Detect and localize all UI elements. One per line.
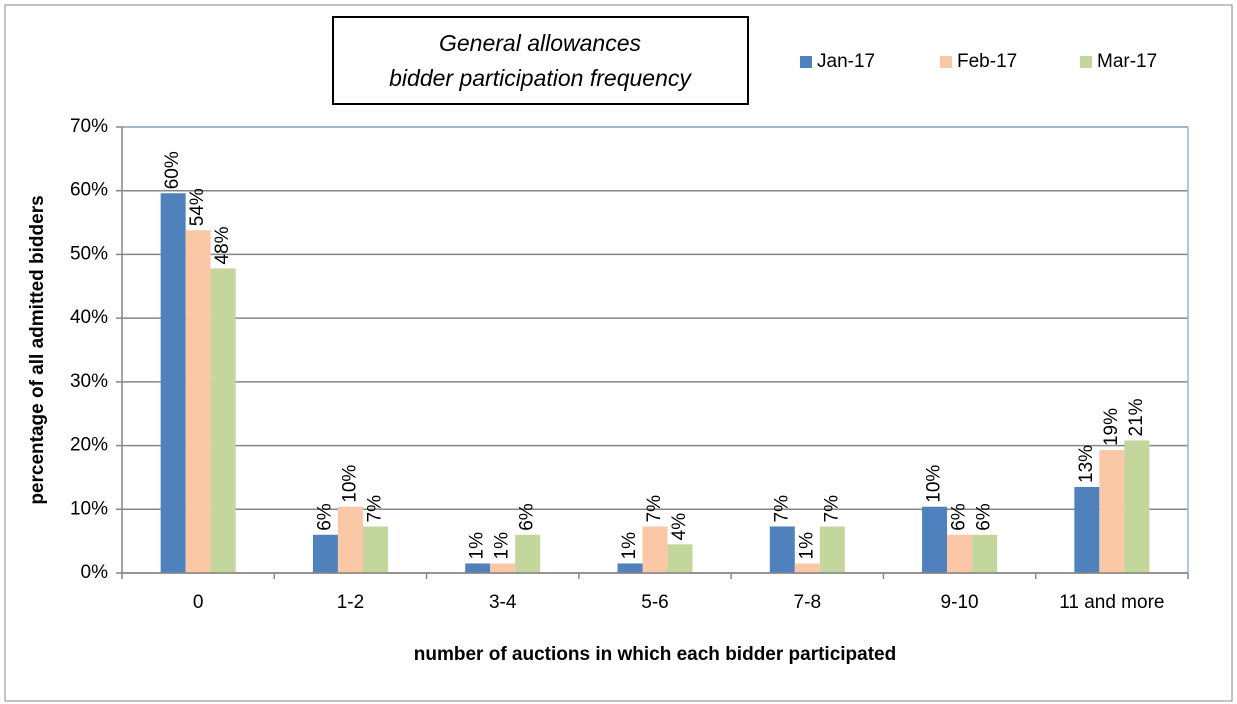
y-tick-label: 30% — [70, 371, 108, 392]
x-tick-label: 3-4 — [489, 592, 517, 613]
legend-swatch — [940, 56, 952, 68]
data-label: 54% — [187, 188, 208, 226]
legend-swatch — [1080, 56, 1092, 68]
bar — [947, 534, 973, 573]
data-label: 1% — [619, 532, 640, 560]
y-tick-label: 70% — [70, 116, 108, 137]
x-tick-label: 0 — [193, 592, 204, 613]
data-label: 6% — [949, 503, 970, 531]
data-label: 7% — [364, 495, 385, 523]
bar — [210, 268, 236, 573]
bar — [642, 526, 668, 573]
bar — [617, 563, 643, 573]
y-tick-label: 10% — [70, 498, 108, 519]
bar — [1074, 486, 1100, 573]
x-tick-label: 7-8 — [794, 592, 821, 613]
bar — [362, 526, 388, 573]
legend-label: Mar-17 — [1097, 51, 1157, 72]
data-label: 10% — [924, 465, 945, 503]
x-tick-label: 5-6 — [641, 592, 668, 613]
bar — [922, 506, 948, 573]
data-label: 60% — [162, 151, 183, 189]
bar — [667, 544, 693, 573]
y-tick-label: 20% — [70, 435, 108, 456]
bar — [515, 534, 541, 573]
legend-label: Jan-17 — [817, 51, 875, 72]
legend-label: Feb-17 — [957, 51, 1017, 72]
bar — [312, 534, 338, 573]
bar — [337, 506, 363, 573]
bar — [769, 526, 795, 573]
data-label: 10% — [339, 465, 360, 503]
bar — [1099, 450, 1125, 573]
chart-title: bidder participation frequency — [389, 65, 692, 91]
title-box — [332, 16, 749, 105]
y-tick-label: 0% — [81, 562, 109, 583]
legend-swatch — [800, 56, 812, 68]
x-tick-label: 9-10 — [941, 592, 979, 613]
data-label: 1% — [796, 532, 817, 560]
data-label: 6% — [314, 503, 335, 531]
bar — [794, 563, 820, 573]
y-axis-label: percentage of all admitted bidders — [27, 195, 48, 504]
data-label: 13% — [1076, 445, 1097, 483]
bar — [160, 193, 186, 573]
data-label: 7% — [644, 495, 665, 523]
bar — [490, 563, 516, 573]
bar — [1124, 440, 1150, 573]
x-axis-label: number of auctions in which each bidder … — [414, 644, 896, 665]
x-tick-label: 1-2 — [337, 592, 364, 613]
data-label: 1% — [467, 532, 488, 560]
chart-title: General allowances — [439, 30, 642, 56]
data-label: 19% — [1101, 408, 1122, 446]
bar — [819, 526, 845, 573]
x-tick-label: 11 and more — [1059, 592, 1164, 613]
y-tick-label: 40% — [70, 307, 108, 328]
data-label: 21% — [1126, 398, 1147, 436]
data-label: 48% — [212, 226, 233, 264]
data-label: 6% — [517, 503, 538, 531]
data-label: 4% — [669, 513, 690, 541]
bar — [185, 230, 211, 573]
y-tick-label: 50% — [70, 243, 108, 264]
data-label: 7% — [821, 495, 842, 523]
data-label: 1% — [492, 532, 513, 560]
y-tick-label: 60% — [70, 180, 108, 201]
data-label: 6% — [974, 503, 995, 531]
data-label: 7% — [771, 495, 792, 523]
bar — [972, 534, 998, 573]
bar — [465, 563, 491, 573]
